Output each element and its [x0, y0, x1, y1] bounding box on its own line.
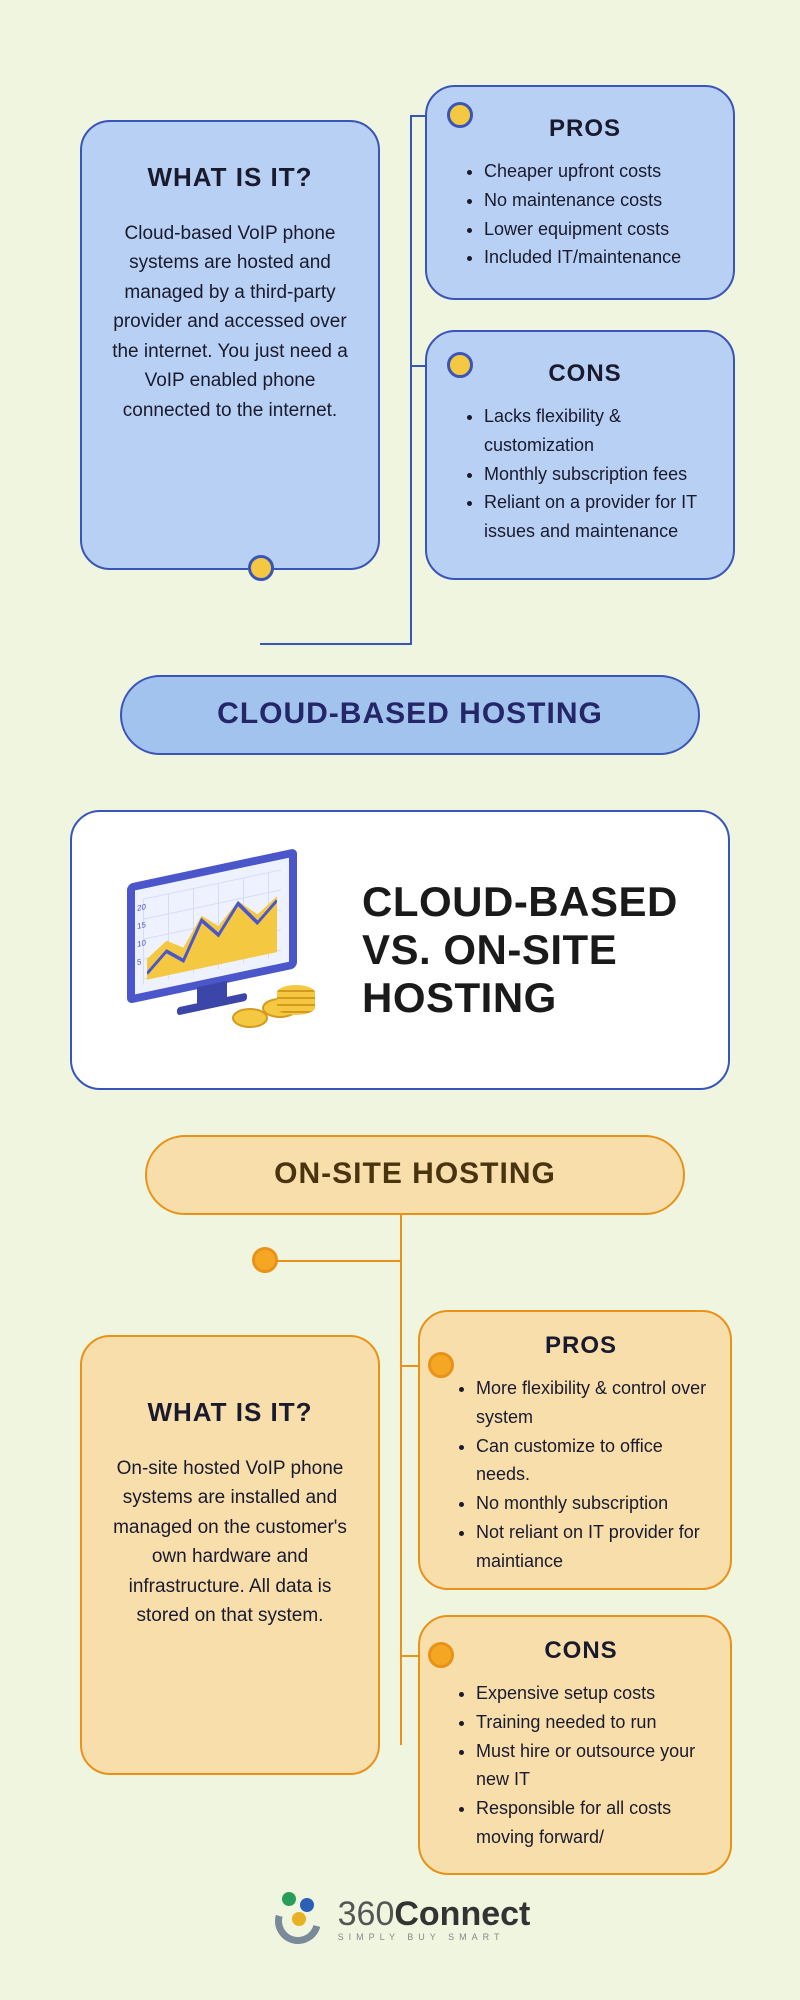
onsite-whatis-box: WHAT IS IT? On-site hosted VoIP phone sy…	[80, 1335, 380, 1775]
cloud-section: WHAT IS IT? Cloud-based VoIP phone syste…	[80, 85, 720, 755]
list-item: No maintenance costs	[484, 186, 708, 215]
connector-dot	[428, 1642, 454, 1668]
logo-mark-icon	[270, 1890, 326, 1946]
footer: 360Connect SIMPLY BUY SMART	[0, 1890, 800, 1951]
chart-axis-labels: 20 15 10 5	[137, 898, 146, 972]
brand-name: 360Connect	[338, 1895, 531, 1934]
list-item: No monthly subscription	[476, 1489, 708, 1518]
connector-dot	[252, 1247, 278, 1273]
cloud-title-bar: CLOUD-BASED HOSTING	[120, 675, 700, 755]
cloud-whatis-box: WHAT IS IT? Cloud-based VoIP phone syste…	[80, 120, 380, 570]
logo: 360Connect SIMPLY BUY SMART	[270, 1890, 531, 1946]
onsite-pros-box: PROS More flexibility & control over sys…	[418, 1310, 732, 1590]
list-item: Cheaper upfront costs	[484, 157, 708, 186]
pros-heading: PROS	[454, 1332, 708, 1360]
list-item: Not reliant on IT provider for maintianc…	[476, 1518, 708, 1576]
list-item: Training needed to run	[476, 1708, 708, 1737]
list-item: Included IT/maintenance	[484, 243, 708, 272]
list-item: Must hire or outsource your new IT	[476, 1737, 708, 1795]
connector-dot	[447, 352, 473, 378]
connector-dot	[428, 1352, 454, 1378]
whatis-heading: WHAT IS IT?	[110, 1397, 350, 1428]
hero-box: 20 15 10 5 CLOUD-BASED	[70, 810, 730, 1090]
connector-line	[265, 1260, 402, 1262]
cons-list: Lacks flexibility & customization Monthl…	[462, 402, 708, 546]
pros-heading: PROS	[462, 115, 708, 143]
cons-list: Expensive setup costs Training needed to…	[454, 1679, 708, 1852]
onsite-title-bar: ON-SITE HOSTING	[145, 1135, 685, 1215]
list-item: Lacks flexibility & customization	[484, 402, 708, 460]
cons-heading: CONS	[462, 360, 708, 388]
list-item: Expensive setup costs	[476, 1679, 708, 1708]
onsite-section: ON-SITE HOSTING WHAT IS IT? On-site host…	[80, 1135, 720, 1855]
list-item: Monthly subscription fees	[484, 460, 708, 489]
onsite-cons-box: CONS Expensive setup costs Training need…	[418, 1615, 732, 1875]
list-item: Reliant on a provider for IT issues and …	[484, 488, 708, 546]
pros-list: More flexibility & control over system C…	[454, 1374, 708, 1576]
hero-title: CLOUD-BASED VS. ON-SITE HOSTING	[362, 878, 698, 1023]
cons-heading: CONS	[454, 1637, 708, 1665]
brand-tagline: SIMPLY BUY SMART	[338, 1932, 531, 1942]
connector-dot	[248, 555, 274, 581]
list-item: Responsible for all costs moving forward…	[476, 1794, 708, 1852]
connector-line	[260, 643, 412, 645]
connector-line	[410, 115, 412, 643]
monitor-chart-illustration: 20 15 10 5	[102, 850, 342, 1050]
whatis-body: On-site hosted VoIP phone systems are in…	[110, 1454, 350, 1631]
list-item: Can customize to office needs.	[476, 1432, 708, 1490]
connector-line	[400, 1215, 402, 1745]
list-item: More flexibility & control over system	[476, 1374, 708, 1432]
pros-list: Cheaper upfront costs No maintenance cos…	[462, 157, 708, 272]
whatis-heading: WHAT IS IT?	[112, 162, 348, 193]
coin-stack-icon	[277, 985, 315, 1015]
connector-dot	[447, 102, 473, 128]
list-item: Lower equipment costs	[484, 215, 708, 244]
whatis-body: Cloud-based VoIP phone systems are hoste…	[112, 219, 348, 425]
